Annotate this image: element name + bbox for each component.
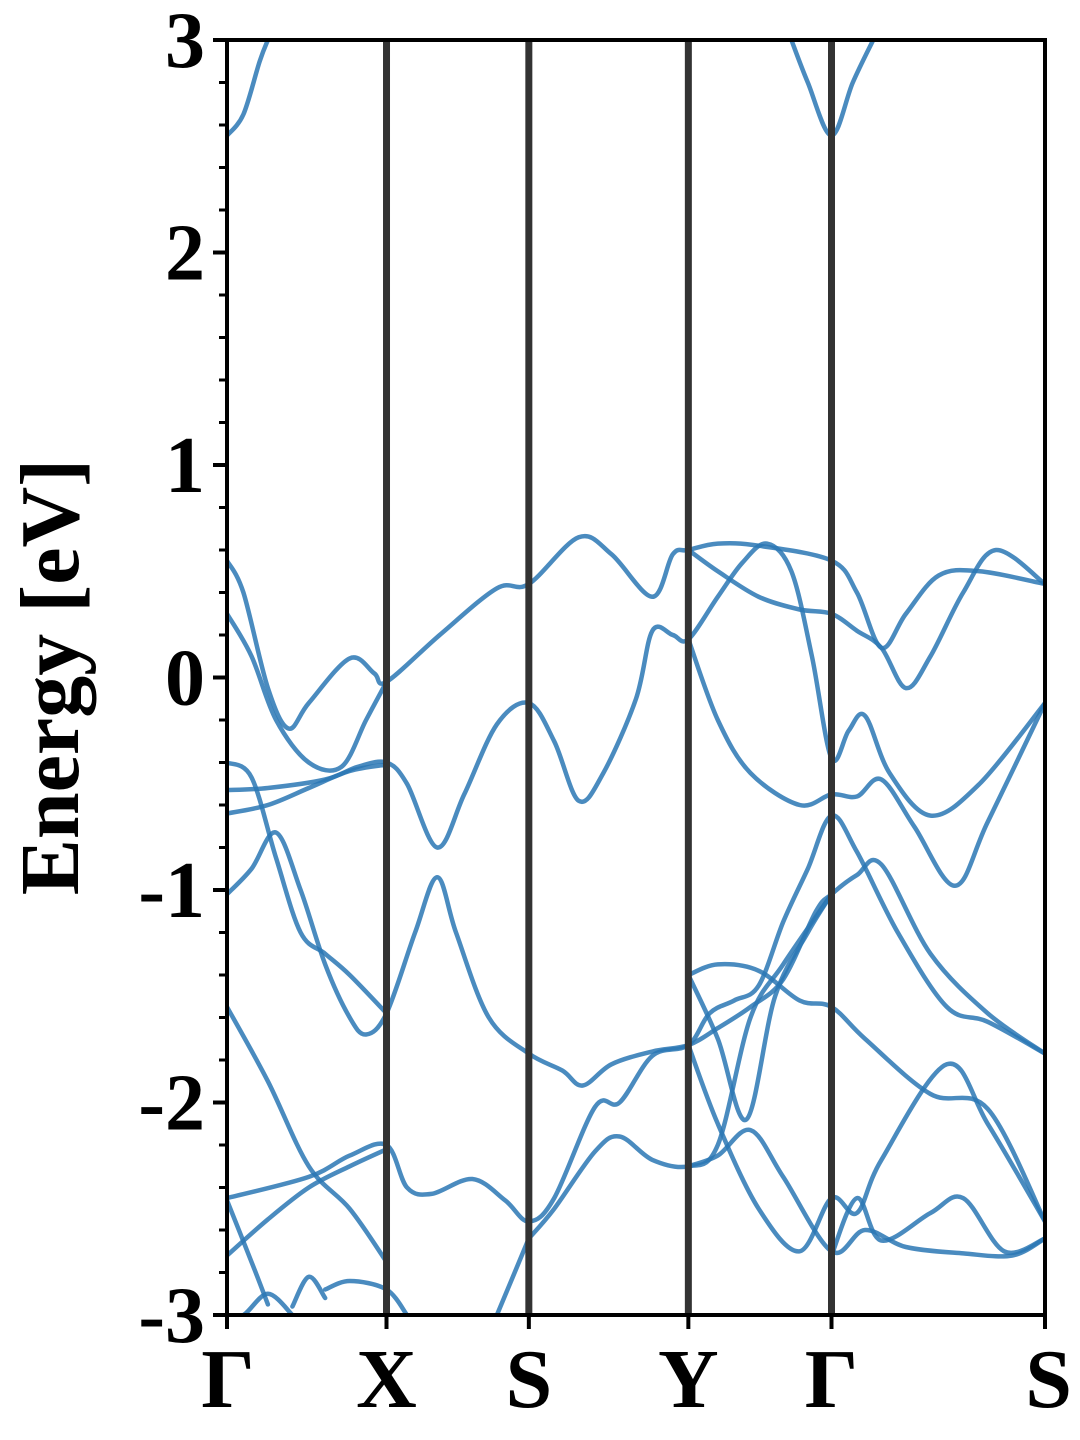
x-tick-label-S: S [1025,1333,1072,1426]
plot-frame [225,38,1047,1317]
band-line-4 [227,762,389,816]
band-line-9 [227,1004,389,1265]
band-line-16 [686,1127,1045,1259]
x-tick-label-S: S [505,1333,552,1426]
band-line-13 [686,961,1045,1224]
band-line-8 [686,637,1045,889]
band-lines [227,40,1045,1315]
band-line-3 [227,541,1045,850]
y-axis-ticks: -3 -2 -1 0 1 2 3 [138,0,227,1360]
band-line-14 [686,892,834,1123]
band-line-7 [227,760,389,1016]
band-line-23 [227,40,271,138]
band-line-5 [686,547,1045,691]
x-tick-label-Y: Y [658,1333,719,1426]
y-axis-label: Energy [eV] [4,459,97,895]
y-tick-label: 3 [165,0,205,85]
band-line-6 [227,830,1045,1088]
band-line-22 [829,1194,1045,1258]
band-line-21 [494,1236,532,1315]
y-tick-label: -2 [138,1060,205,1148]
x-tick-label-Γ: Γ [201,1333,254,1426]
x-tick-label-X: X [356,1333,417,1426]
high-symmetry-lines [383,40,836,1315]
y-tick-label: 1 [165,422,205,510]
band-line-10 [227,813,1045,1224]
y-tick-label: 0 [165,635,205,723]
band-line-12 [526,892,834,1241]
band-line-18 [227,1291,295,1315]
y-tick-label: -1 [138,847,205,935]
y-tick-label: -3 [138,1272,205,1360]
band-line-11 [227,1147,389,1258]
band-line-2 [227,611,389,773]
band-line-19 [290,1274,328,1309]
x-tick-label-Γ: Γ [805,1333,858,1426]
band-line-20 [322,1278,410,1315]
y-tick-label: 2 [165,210,205,298]
